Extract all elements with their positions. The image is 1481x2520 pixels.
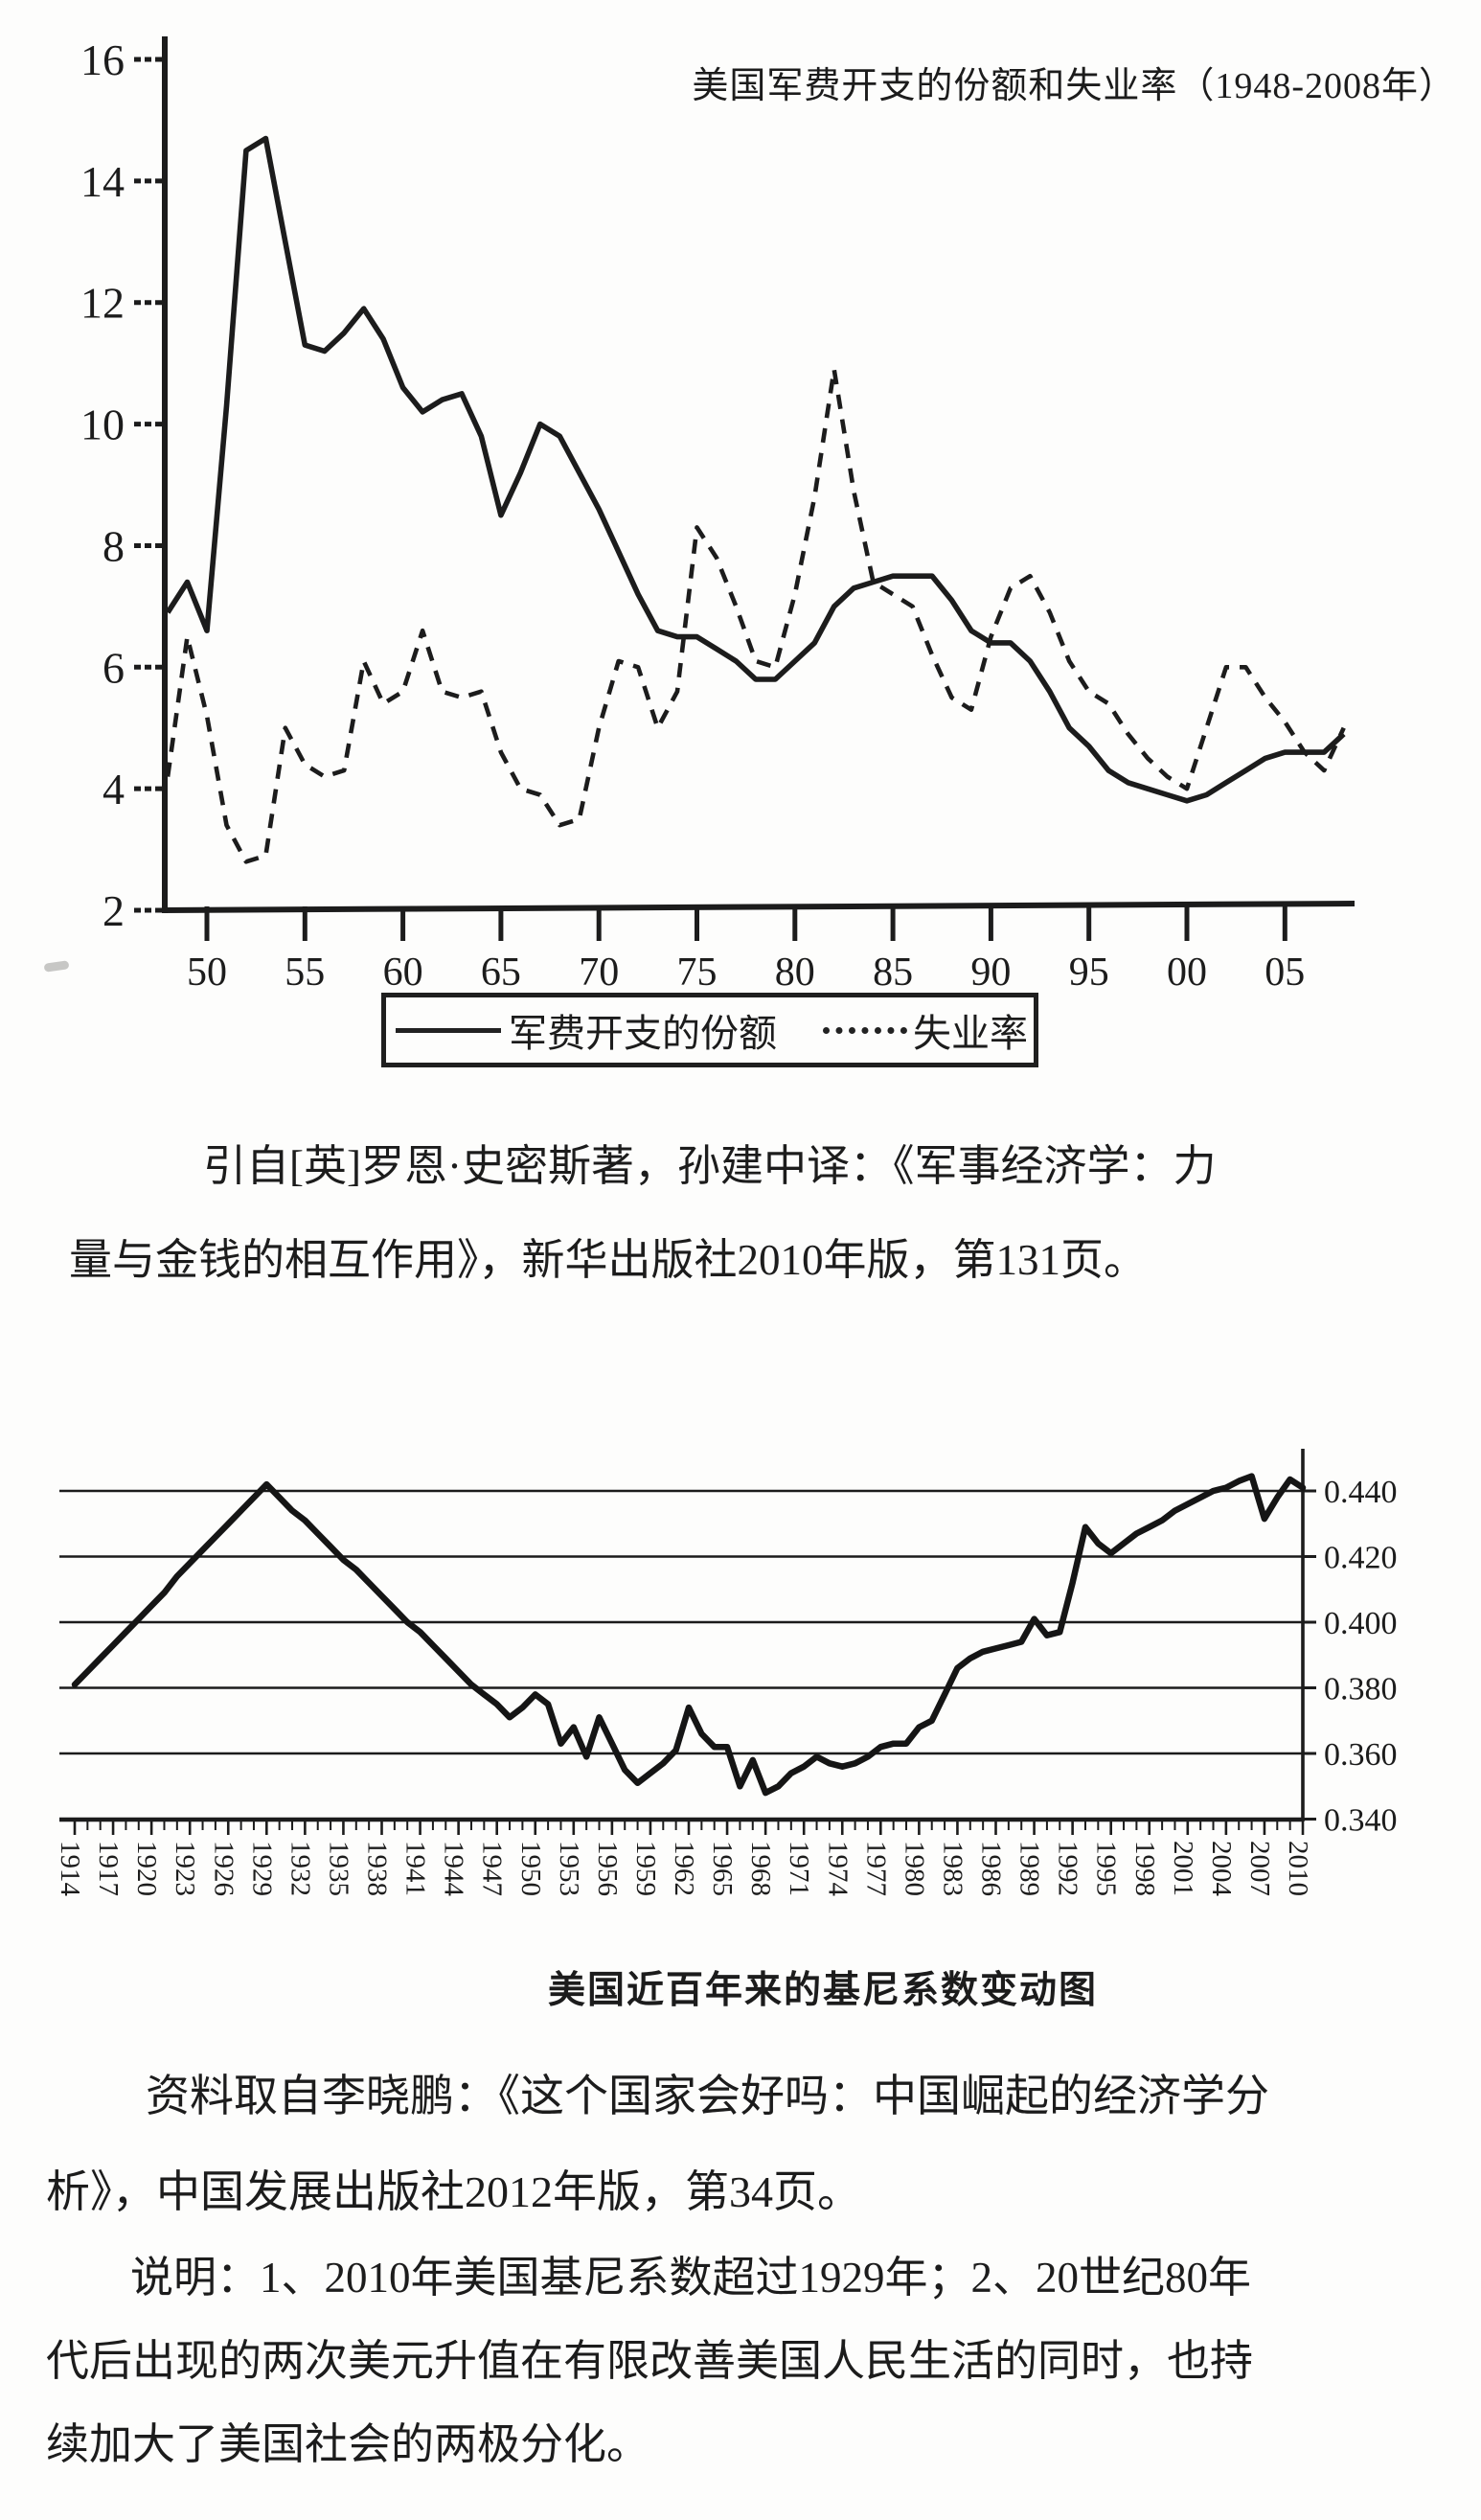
svg-text:1929: 1929	[246, 1841, 277, 1896]
svg-text:1923: 1923	[170, 1841, 200, 1896]
chart2-source-citation: 资料取自李晓鹏：《这个国家会好吗：中国崛起的经济学分 析》，中国发展出版社201…	[46, 2049, 1454, 2240]
citation2-line-1: 资料取自李晓鹏：《这个国家会好吗：中国崛起的经济学分	[146, 2072, 1269, 2120]
svg-text:85: 85	[873, 951, 913, 995]
note-line-3: 续加大了美国社会的两极分化。	[46, 2420, 650, 2468]
svg-text:1953: 1953	[554, 1841, 584, 1896]
svg-text:1956: 1956	[592, 1841, 623, 1896]
svg-text:1965: 1965	[707, 1841, 738, 1896]
svg-text:6: 6	[103, 643, 125, 692]
svg-text:2010: 2010	[1283, 1841, 1313, 1896]
svg-text:1914: 1914	[55, 1841, 85, 1897]
legend-military-share-label: 军费开支的份额	[509, 1012, 777, 1055]
chart2-caption: 美国近百年来的基尼系数变动图	[547, 1970, 1098, 2011]
notes-paragraph: 说明：1、2010年美国基尼系数超过1929年；2、20世纪80年 代后出现的两…	[46, 2236, 1454, 2486]
svg-text:0.440: 0.440	[1324, 1475, 1398, 1510]
svg-text:12: 12	[80, 279, 125, 328]
svg-text:10: 10	[80, 401, 125, 449]
svg-text:0.380: 0.380	[1324, 1672, 1398, 1707]
svg-text:95: 95	[1069, 951, 1109, 995]
chart1-source-citation: 引自[英]罗恩·史密斯著，孙建中译：《军事经济学：力 量与金钱的相互作用》，新华…	[69, 1119, 1429, 1307]
svg-text:1980: 1980	[899, 1841, 929, 1896]
svg-text:50: 50	[187, 951, 227, 995]
svg-text:1947: 1947	[477, 1841, 508, 1896]
svg-text:1989: 1989	[1014, 1841, 1045, 1896]
legend-solid-line-swatch	[396, 1027, 501, 1033]
svg-text:80: 80	[775, 951, 815, 995]
citation2-line-2: 析》，中国发展出版社2012年版，第34页。	[46, 2167, 861, 2216]
svg-text:1932: 1932	[285, 1841, 315, 1896]
chart1-title: 美国军费开支的份额和失业率（1948-2008年）	[692, 66, 1456, 106]
svg-text:1917: 1917	[93, 1841, 124, 1896]
legend-unemployment-label: 失业率	[913, 1012, 1028, 1055]
svg-text:1959: 1959	[630, 1841, 661, 1896]
svg-text:1998: 1998	[1129, 1841, 1160, 1896]
svg-text:1935: 1935	[323, 1841, 353, 1896]
svg-text:1983: 1983	[937, 1841, 968, 1896]
svg-text:55: 55	[285, 951, 325, 995]
svg-text:1986: 1986	[976, 1841, 1007, 1896]
svg-text:0.420: 0.420	[1324, 1541, 1398, 1576]
svg-text:1950: 1950	[515, 1841, 546, 1896]
svg-text:00: 00	[1167, 951, 1207, 995]
svg-text:90: 90	[970, 951, 1011, 995]
citation-line-1: 引自[英]罗恩·史密斯著，孙建中译：《军事经济学：力	[203, 1142, 1217, 1190]
svg-text:16: 16	[80, 35, 125, 84]
svg-text:1974: 1974	[822, 1841, 853, 1897]
svg-text:1971: 1971	[784, 1841, 814, 1896]
svg-text:1920: 1920	[131, 1841, 162, 1896]
svg-text:1968: 1968	[745, 1841, 776, 1896]
svg-text:1995: 1995	[1091, 1841, 1122, 1896]
military-unemployment-chart-svg: 16 14 12 10 8 6 4 2 50 55 60 65 70 75 80 85 90 95 00 05	[80, 35, 1356, 995]
svg-text:14: 14	[80, 157, 125, 206]
svg-text:2001: 2001	[1168, 1841, 1198, 1896]
svg-text:65: 65	[481, 951, 521, 995]
chart1-legend: 军费开支的份额 失业率	[381, 993, 1038, 1067]
svg-text:1941: 1941	[400, 1841, 431, 1896]
svg-text:60: 60	[383, 951, 423, 995]
svg-text:0.400: 0.400	[1324, 1606, 1398, 1641]
legend-dotted-line-swatch	[823, 1026, 907, 1034]
note-line-1: 说明：1、2010年美国基尼系数超过1929年；2、20世纪80年	[130, 2254, 1252, 2302]
svg-text:05: 05	[1265, 951, 1305, 995]
svg-text:1926: 1926	[208, 1841, 239, 1896]
svg-text:75: 75	[677, 951, 718, 995]
svg-text:1977: 1977	[860, 1841, 891, 1896]
svg-text:0.340: 0.340	[1324, 1803, 1398, 1839]
svg-text:1944: 1944	[439, 1841, 469, 1897]
citation-line-2: 量与金钱的相互作用》，新华出版社2010年版，第131页。	[69, 1236, 1148, 1284]
svg-text:2: 2	[103, 886, 125, 935]
note-line-2: 代后出现的两次美元升值在有限改善美国人民生活的同时，也持	[46, 2337, 1254, 2385]
svg-text:1962: 1962	[669, 1841, 699, 1896]
svg-text:8: 8	[103, 521, 125, 570]
svg-text:2004: 2004	[1206, 1841, 1237, 1897]
svg-text:70: 70	[579, 951, 619, 995]
svg-text:1992: 1992	[1053, 1841, 1083, 1896]
svg-text:2007: 2007	[1244, 1841, 1275, 1896]
svg-text:1938: 1938	[362, 1841, 393, 1896]
svg-text:4: 4	[103, 765, 125, 813]
svg-text:0.360: 0.360	[1324, 1737, 1398, 1773]
